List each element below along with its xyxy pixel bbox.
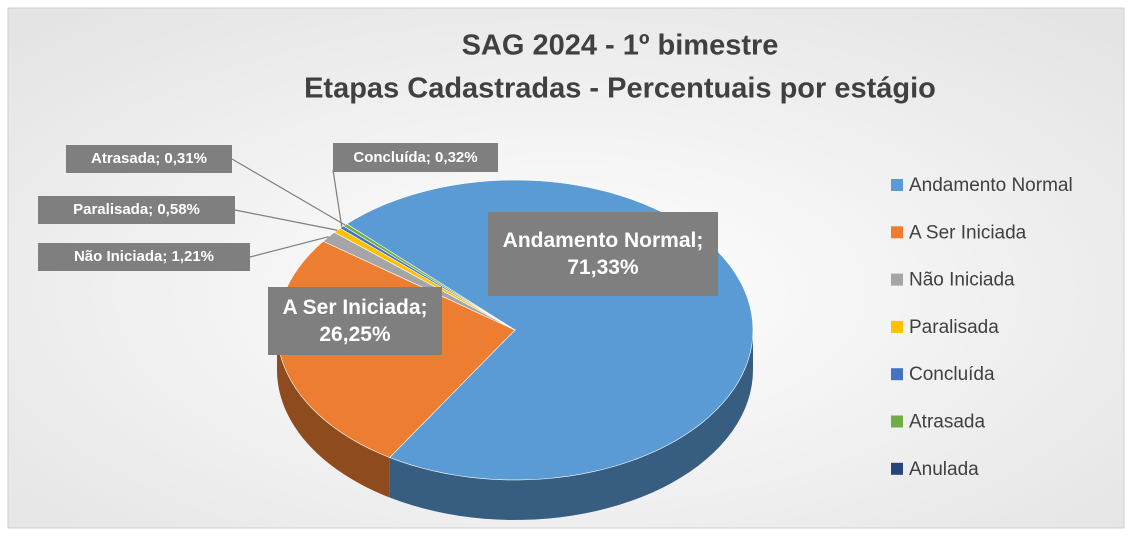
legend-label: Atrasada	[909, 412, 985, 433]
legend-swatch	[891, 179, 903, 191]
legend-label: Não Iniciada	[909, 270, 1015, 291]
leader-line	[332, 169, 343, 228]
data-label: Não Iniciada; 1,21%	[38, 243, 250, 271]
leader-line	[249, 236, 329, 258]
chart-subtitle: Etapas Cadastradas - Percentuais por est…	[304, 73, 936, 105]
slice-side	[389, 330, 753, 520]
legend-swatch	[891, 226, 903, 239]
data-label: Concluída; 0,32%	[333, 143, 498, 172]
legend-swatch	[891, 273, 903, 286]
legend-label: A Ser Iniciada	[909, 222, 1027, 243]
leader-line	[234, 209, 338, 231]
legend-swatch	[891, 320, 903, 333]
data-label: Atrasada; 0,31%	[66, 145, 232, 173]
legend-swatch	[891, 368, 903, 381]
data-label: A Ser Iniciada; 26,25%	[268, 287, 442, 355]
legend-swatch	[891, 415, 903, 428]
data-label: Andamento Normal; 71,33%	[488, 212, 718, 296]
legend-label: Paralisada	[909, 317, 999, 338]
legend-label: Andamento Normal	[909, 175, 1073, 196]
data-label: Paralisada; 0,58%	[38, 196, 235, 224]
slice-sides	[277, 330, 753, 520]
legend-label: Concluída	[909, 364, 995, 385]
legend-label: Anulada	[909, 459, 979, 480]
slice-side	[277, 330, 390, 498]
chart-title: SAG 2024 - 1º bimestre	[462, 30, 779, 62]
legend-swatch	[891, 462, 903, 475]
slice	[342, 223, 516, 331]
leader-line	[231, 158, 346, 226]
